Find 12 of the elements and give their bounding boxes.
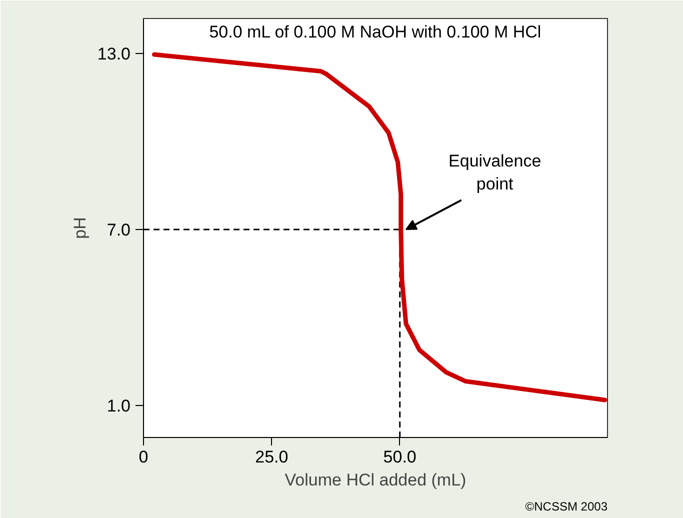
chart-title: 50.0 mL of 0.100 M NaOH with 0.100 M HCl: [209, 22, 542, 42]
x-axis-title: Volume HCl added (mL): [284, 470, 466, 490]
x-tick-label: 0: [138, 448, 148, 466]
x-tick-label: 50.0: [383, 448, 416, 466]
y-tick-label: 7.0: [106, 220, 131, 240]
text: ©NCSSM 2003: [525, 500, 608, 514]
annotation: Equivalence point: [448, 152, 542, 194]
y-tick-label: 13.0: [97, 44, 131, 64]
line-series: [152, 52, 608, 402]
y-tick-label: 1.0: [106, 396, 131, 416]
x-tick-label: 25.0: [255, 448, 288, 466]
y-axis-title: pH: [70, 217, 90, 239]
